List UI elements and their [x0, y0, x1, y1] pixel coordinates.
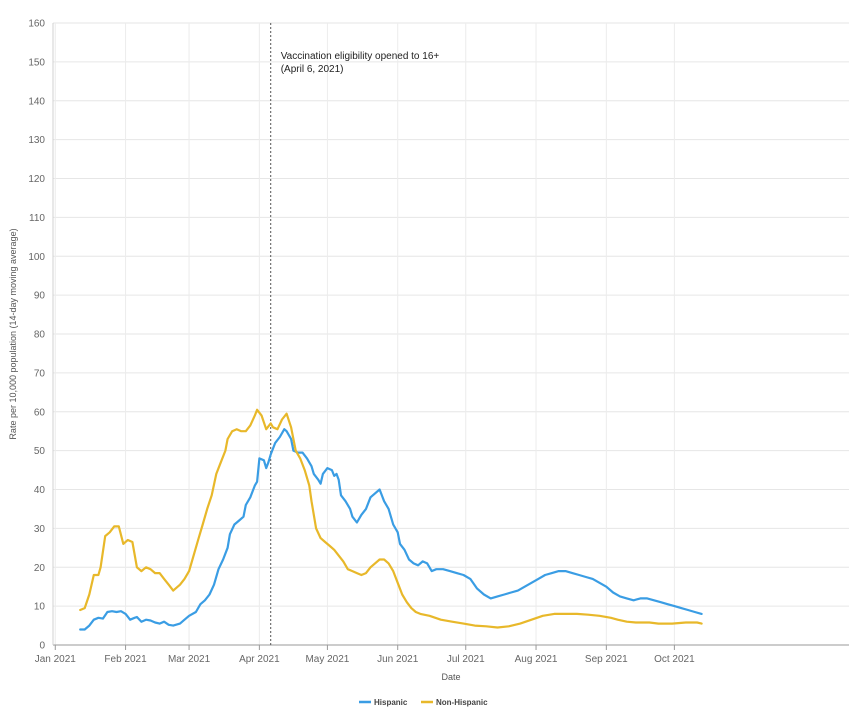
- x-tick-label: Jan 2021: [35, 654, 77, 665]
- x-axis-ticks: Jan 2021 Feb 2021 Mar 2021 Apr 2021 May 2021…: [35, 645, 695, 665]
- x-tick-label: Aug 2021: [515, 654, 558, 665]
- annotation-text-line-2: (April 6, 2021): [281, 64, 344, 75]
- x-tick-label: Jun 2021: [377, 654, 419, 665]
- y-tick-label: 30: [34, 524, 46, 535]
- legend-label: Hispanic: [374, 698, 408, 707]
- y-tick-label: 140: [28, 96, 45, 107]
- x-tick-label: Apr 2021: [239, 654, 280, 665]
- y-tick-label: 110: [29, 213, 45, 224]
- y-tick-label: 160: [28, 19, 45, 30]
- y-tick-label: 120: [28, 174, 45, 185]
- y-tick-label: 90: [34, 291, 46, 302]
- legend-label: Non-Hispanic: [436, 698, 488, 707]
- legend-item-non-hispanic[interactable]: Non-Hispanic: [421, 698, 488, 707]
- x-tick-label: May 2021: [305, 654, 349, 665]
- y-tick-label: 10: [34, 602, 46, 613]
- y-tick-label: 130: [28, 135, 45, 146]
- y-tick-label: 60: [34, 407, 46, 418]
- x-tick-label: Oct 2021: [654, 654, 695, 665]
- series-lines: [79, 408, 703, 631]
- y-tick-label: 70: [34, 368, 46, 379]
- annotation-group: Vaccination eligibility opened to 16+ (A…: [270, 23, 440, 645]
- chart-legend[interactable]: Hispanic Non-Hispanic: [359, 698, 488, 707]
- y-tick-label: 50: [34, 446, 46, 457]
- series-line-non-hispanic: [79, 408, 703, 629]
- annotation-text-line-1: Vaccination eligibility opened to 16+: [281, 51, 440, 62]
- x-tick-label: Jul 2021: [447, 654, 485, 665]
- legend-item-hispanic[interactable]: Hispanic: [359, 698, 408, 707]
- y-tick-label: 20: [34, 563, 46, 574]
- x-tick-label: Sep 2021: [585, 654, 628, 665]
- y-tick-label: 80: [34, 330, 46, 341]
- y-tick-label: 0: [39, 641, 45, 652]
- y-axis-title: Rate per 10,000 population (14-day movin…: [8, 228, 18, 439]
- chart-axes: [52, 23, 849, 646]
- x-tick-label: Mar 2021: [168, 654, 211, 665]
- y-tick-label: 100: [28, 252, 45, 263]
- chart-grid: [53, 22, 849, 646]
- y-tick-label: 40: [34, 485, 46, 496]
- y-axis-ticks: 0 10 20 30 40 50 60 70 80 90 100 110 120 130 140 150 160: [28, 19, 45, 652]
- x-tick-label: Feb 2021: [104, 654, 147, 665]
- series-line-hispanic: [79, 428, 703, 631]
- y-tick-label: 150: [28, 57, 45, 68]
- x-axis-title: Date: [441, 672, 460, 682]
